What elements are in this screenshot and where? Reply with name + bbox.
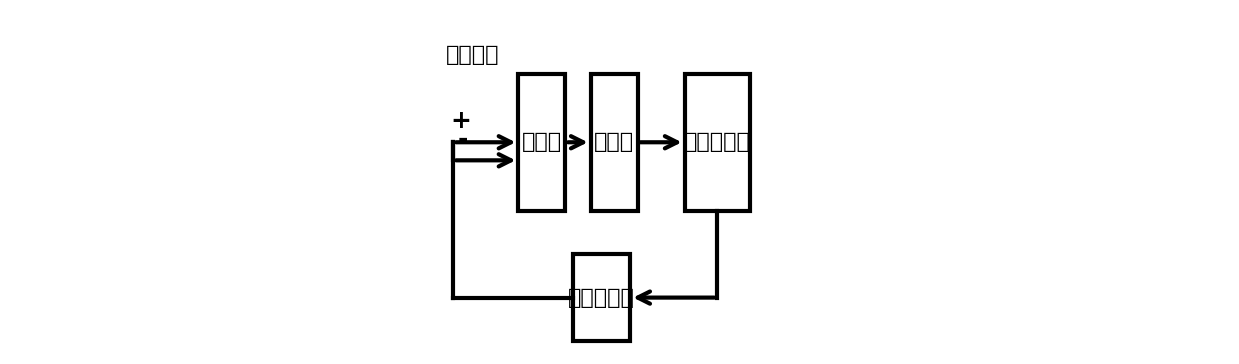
FancyBboxPatch shape — [572, 254, 631, 341]
Text: 给定电压: 给定电压 — [446, 45, 499, 65]
FancyBboxPatch shape — [684, 74, 750, 211]
Text: 调节器: 调节器 — [522, 132, 563, 152]
FancyBboxPatch shape — [591, 74, 638, 211]
FancyBboxPatch shape — [518, 74, 565, 211]
Text: 测速反馈器: 测速反馈器 — [567, 288, 634, 308]
Text: +: + — [450, 108, 471, 132]
Text: 直流电动机: 直流电动机 — [684, 132, 751, 152]
Text: -: - — [457, 127, 467, 151]
Text: 调压器: 调压器 — [593, 132, 634, 152]
